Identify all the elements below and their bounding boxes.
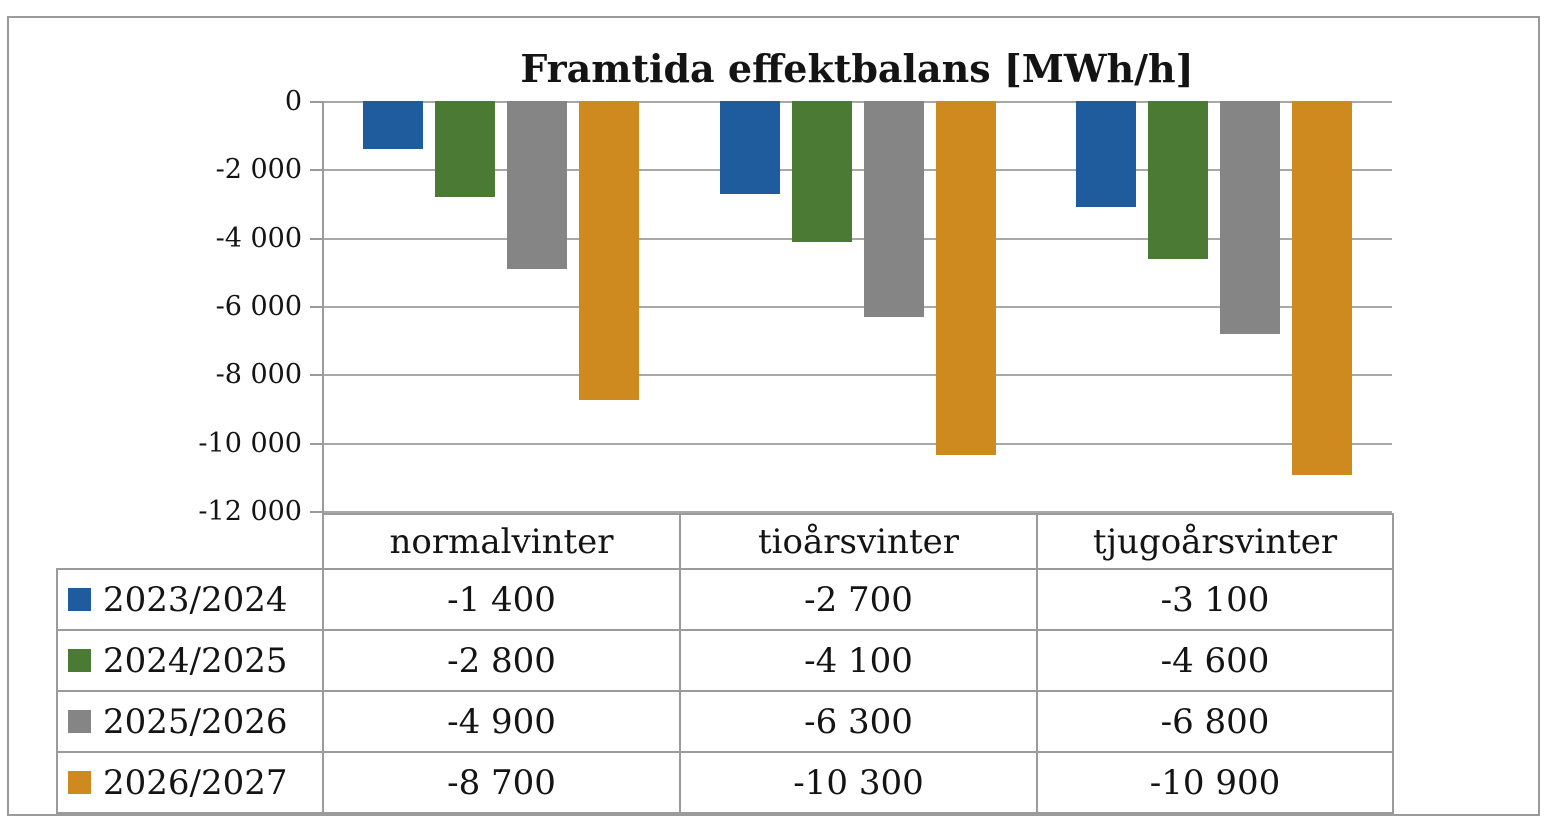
table-row-2026/2027: 2026/2027 -8 700 -10 300 -10 900 (56, 751, 1394, 814)
legend-swatch-icon (68, 771, 91, 794)
table-value-cell-2026/2027-normalvinter: -8 700 (322, 751, 681, 814)
table-header-row: normalvinter tioårsvinter tjugoårsvinter (57, 513, 1394, 570)
bar-2026/2027-tjugoårsvinter (1291, 101, 1352, 476)
legend-label: 2026/2027 (103, 762, 288, 803)
y-axis-label: -2 000 (215, 154, 302, 185)
legend-cell-2023/2024: 2023/2024 (56, 568, 324, 631)
legend-cell-2024/2025: 2024/2025 (56, 629, 324, 692)
bar-2023/2024-tjugoårsvinter (1075, 101, 1136, 208)
bar-group-tjugoårsvinter (1035, 101, 1392, 513)
table-value-cell-2024/2025-normalvinter: -2 800 (322, 629, 681, 692)
table-value-cell-2024/2025-tjugoårsvinter: -4 600 (1036, 629, 1394, 692)
bar-2024/2025-normalvinter (434, 101, 495, 198)
legend-swatch-icon (68, 588, 91, 611)
y-axis-label: -12 000 (198, 496, 302, 527)
y-axis-tick (310, 101, 322, 103)
table-row-2024/2025: 2024/2025 -2 800 -4 100 -4 600 (56, 629, 1394, 692)
data-table: normalvinter tioårsvinter tjugoårsvinter 20… (56, 513, 1394, 814)
y-axis-tick (310, 374, 322, 376)
bar-2024/2025-tioårsvinter (791, 101, 852, 242)
legend-cell-2025/2026: 2025/2026 (56, 690, 324, 753)
table-value-cell-2023/2024-normalvinter: -1 400 (322, 568, 681, 631)
bar-2024/2025-tjugoårsvinter (1147, 101, 1208, 259)
legend-label: 2024/2025 (103, 640, 288, 681)
table-value-cell-2025/2026-tioårsvinter: -6 300 (679, 690, 1038, 753)
y-axis-label: -10 000 (198, 428, 302, 459)
y-axis-label: -6 000 (215, 291, 302, 322)
gridline (322, 443, 1392, 445)
legend-label: 2023/2024 (103, 579, 288, 620)
legend-swatch-icon (68, 649, 91, 672)
table-header-cell-normalvinter: normalvinter (322, 513, 681, 570)
y-axis-label: -4 000 (215, 223, 302, 254)
plot-area: 0 -2 000 -4 000 -6 000 -8 000 -10 000 -12 000 (198, 86, 1392, 527)
gridline (322, 511, 1392, 513)
y-axis-tick (310, 511, 322, 513)
gridline (322, 169, 1392, 171)
y-axis-label: -8 000 (215, 359, 302, 390)
table-value-cell-2023/2024-tioårsvinter: -2 700 (679, 568, 1038, 631)
bar-2025/2026-tioårsvinter (863, 101, 924, 318)
table-corner-cell (57, 514, 323, 569)
bar-group-tioårsvinter (679, 101, 1036, 513)
table-value-cell-2026/2027-tioårsvinter: -10 300 (679, 751, 1038, 814)
table-header-cell-tioårsvinter: tioårsvinter (679, 513, 1038, 570)
bar-group-normalvinter (322, 101, 679, 513)
y-axis-line (322, 101, 324, 513)
gridline (322, 238, 1392, 240)
table-value-cell-2025/2026-normalvinter: -4 900 (322, 690, 681, 753)
y-axis-tick (310, 238, 322, 240)
y-axis-tick (310, 443, 322, 445)
y-axis-tick (310, 169, 322, 171)
legend-cell-2026/2027: 2026/2027 (56, 751, 324, 814)
bar-2023/2024-normalvinter (362, 101, 423, 150)
gridline (322, 306, 1392, 308)
gridline (322, 374, 1392, 376)
table-value-cell-2024/2025-tioårsvinter: -4 100 (679, 629, 1038, 692)
bar-2025/2026-tjugoårsvinter (1219, 101, 1280, 335)
bar-2026/2027-tioårsvinter (935, 101, 996, 455)
legend-swatch-icon (68, 710, 91, 733)
table-value-cell-2025/2026-tjugoårsvinter: -6 800 (1036, 690, 1394, 753)
table-header-cell-tjugoårsvinter: tjugoårsvinter (1036, 513, 1394, 570)
bar-2025/2026-normalvinter (506, 101, 567, 270)
bar-2023/2024-tioårsvinter (719, 101, 780, 194)
chart-title: Framtida effektbalans [MWh/h] (520, 46, 1194, 91)
table-row-2025/2026: 2025/2026 -4 900 -6 300 -6 800 (56, 690, 1394, 753)
gridline (322, 101, 1392, 103)
y-axis-tick (310, 306, 322, 308)
legend-label: 2025/2026 (103, 701, 288, 742)
table-value-cell-2026/2027-tjugoårsvinter: -10 900 (1036, 751, 1394, 814)
table-row-2023/2024: 2023/2024 -1 400 -2 700 -3 100 (56, 568, 1394, 631)
table-value-cell-2023/2024-tjugoårsvinter: -3 100 (1036, 568, 1394, 631)
bar-2026/2027-normalvinter (578, 101, 639, 400)
y-axis-label: 0 (284, 86, 302, 117)
